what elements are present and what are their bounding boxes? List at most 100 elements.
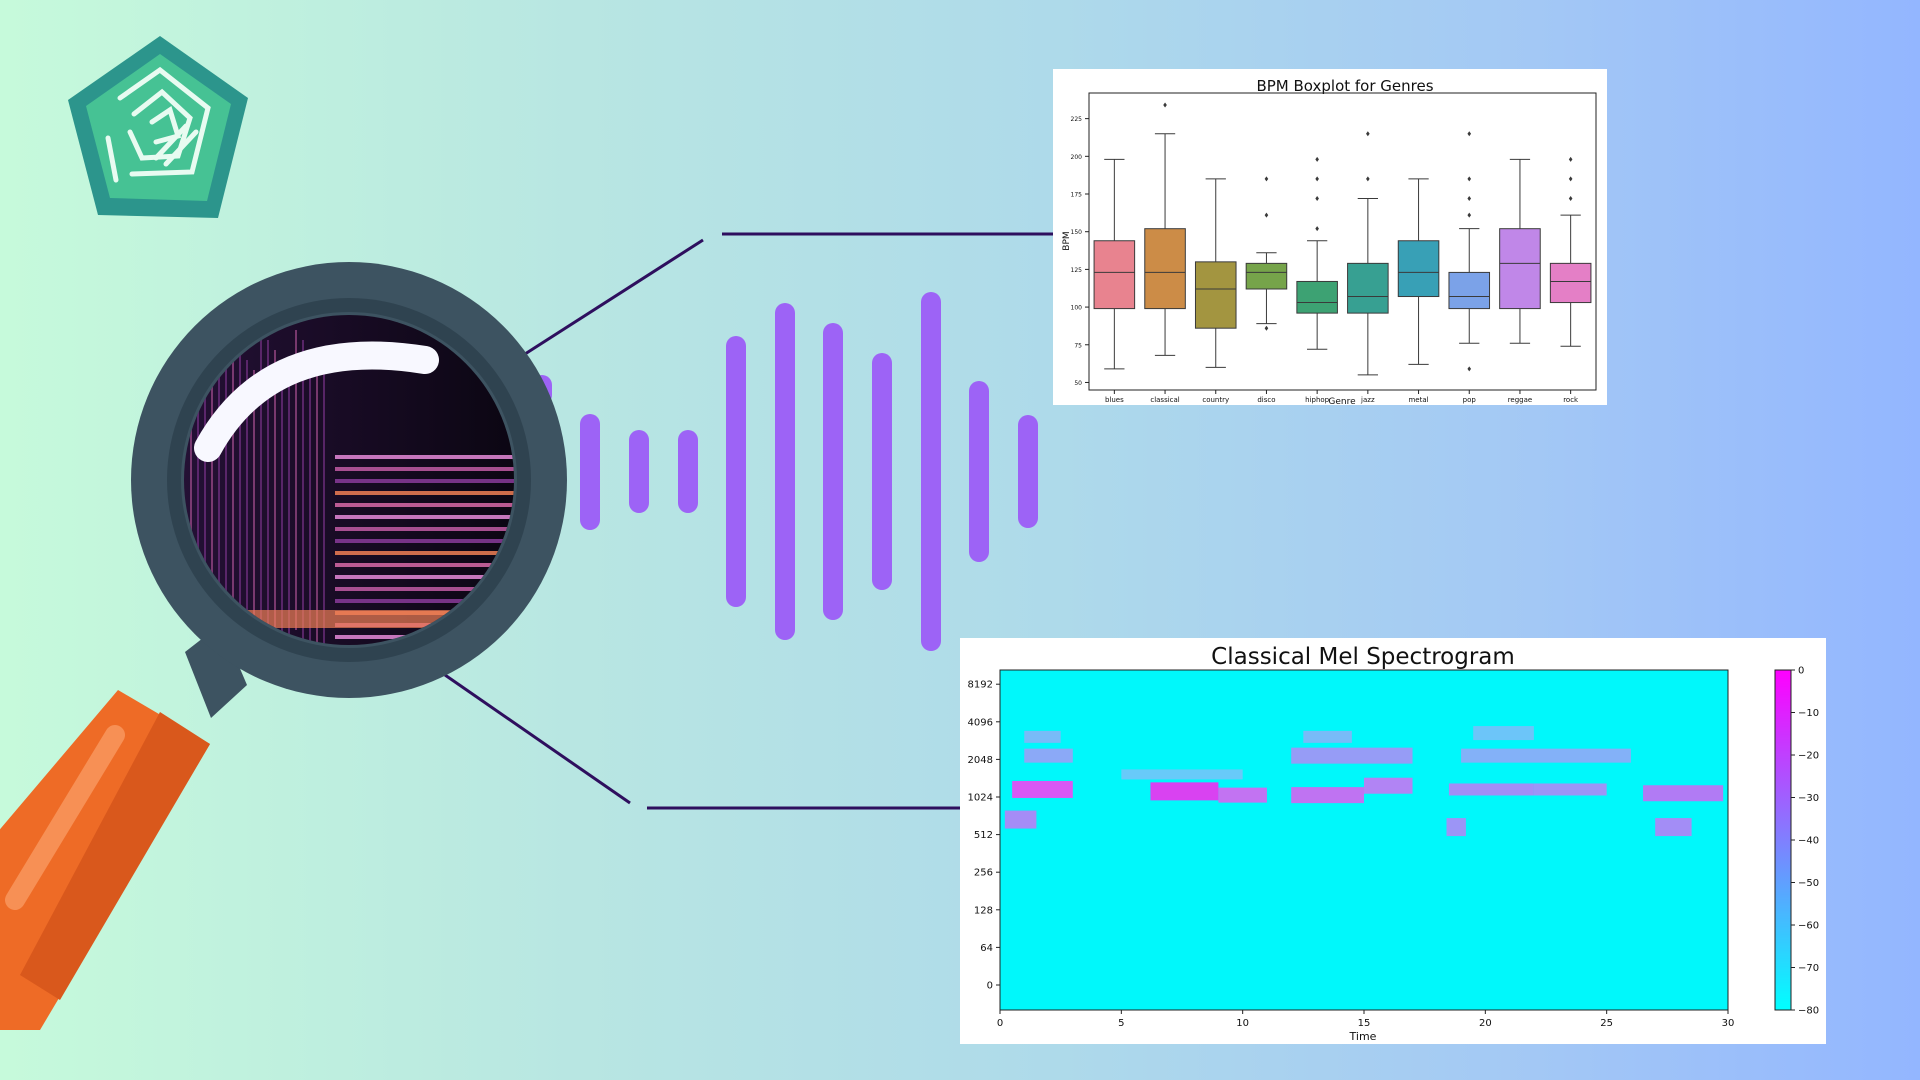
lens-vertical-streak: [232, 340, 234, 640]
y-tick-label: 2048: [968, 755, 993, 766]
y-tick-label: 175: [1071, 192, 1083, 199]
box-hiphop: [1296, 280, 1338, 314]
x-tick-label: rock: [1563, 396, 1579, 404]
y-tick-label: 200: [1071, 154, 1083, 161]
spectrogram-energy-band: [1643, 785, 1724, 802]
x-tick-label: blues: [1105, 396, 1124, 404]
boxplot-chart-panel: BPM Boxplot for Genres Genre BPM 50 75 100…: [1053, 69, 1607, 407]
spectrogram-energy-band: [1533, 783, 1607, 796]
box-metal: [1397, 240, 1440, 298]
box-rock: [1549, 262, 1592, 304]
x-tick-label: pop: [1463, 396, 1477, 404]
lens-vertical-streak: [197, 340, 199, 640]
magnifying-glass-icon: [0, 262, 567, 1030]
box-outlier: [1315, 196, 1319, 202]
spectrogram-energy-band: [1461, 748, 1631, 763]
x-tick-label: metal: [1408, 396, 1428, 404]
box-outlier: [1366, 131, 1370, 137]
lens-vertical-streak: [323, 370, 325, 645]
lens-harmonic-band: [335, 515, 514, 519]
colorbar-tick-label: −50: [1798, 878, 1819, 889]
boxplot-xlabel: Genre: [1328, 397, 1356, 405]
box-outlier: [1467, 196, 1472, 202]
colorbar-tick-label: −40: [1798, 836, 1819, 847]
lens-harmonic-band: [335, 575, 514, 579]
box-disco: [1245, 262, 1288, 290]
spectrogram-energy-regions: [1004, 726, 1724, 837]
y-tick-label: 128: [974, 905, 993, 916]
spectrogram-energy-band: [1303, 730, 1352, 743]
sound-wave-icon: [532, 292, 1038, 651]
y-tick-label: 75: [1074, 342, 1082, 349]
colorbar-tick-label: −70: [1798, 963, 1819, 974]
connector-lines: [444, 232, 1053, 810]
lens-vertical-streak: [211, 360, 213, 645]
colorbar-tick-label: −60: [1798, 921, 1819, 932]
box-outlier: [1568, 196, 1573, 202]
x-tick-label: 15: [1358, 1018, 1371, 1029]
boxplot-title: BPM Boxplot for Genres: [1256, 77, 1433, 95]
spectrogram-energy-band: [1655, 818, 1692, 837]
lens-spectrogram-art: [190, 330, 514, 645]
box-country: [1194, 261, 1237, 329]
lens-harmonic-band: [335, 491, 514, 495]
colorbar-tick-label: −80: [1798, 1006, 1819, 1017]
lens-harmonic-band: [335, 551, 514, 555]
lens-vertical-streak: [218, 370, 220, 645]
box-blues: [1093, 240, 1136, 310]
spectrogram-xlabel: Time: [1349, 1030, 1377, 1043]
lens-harmonic-band: [335, 599, 514, 603]
boxplot-ylabel: BPM: [1062, 231, 1072, 250]
x-tick-label: classical: [1150, 396, 1179, 404]
hexagon-maze-logo-icon: [68, 36, 248, 218]
lens-vertical-streak: [239, 350, 241, 645]
lens-vertical-streak: [246, 360, 248, 645]
boxplot-chart: BPM Boxplot for Genres Genre BPM 50 75 100…: [1062, 77, 1597, 407]
boxplot-axes-frame: [1088, 92, 1597, 391]
y-tick-label: 100: [1071, 305, 1083, 312]
x-tick-label: jazz: [1360, 396, 1375, 404]
spectrogram-energy-band: [1024, 730, 1061, 743]
spectrogram-title: Classical Mel Spectrogram: [1211, 644, 1515, 670]
lens-vertical-streak: [274, 350, 276, 645]
spectrogram-energy-band: [1024, 748, 1073, 763]
lens-vertical-streak: [295, 330, 297, 630]
colorbar-tick-label: −30: [1798, 793, 1819, 804]
spectrogram-colorbar: [1774, 669, 1792, 1011]
box-outlier: [1467, 176, 1472, 182]
lens-harmonic-band: [335, 527, 514, 531]
colorbar-tick-label: −20: [1798, 751, 1819, 762]
y-tick-label: 150: [1071, 229, 1083, 236]
box-outlier: [1264, 212, 1269, 218]
lens-vertical-streak: [190, 330, 192, 630]
lens-vertical-streak: [267, 340, 269, 640]
box-outlier: [1163, 102, 1167, 108]
lens-vertical-streak: [288, 370, 290, 645]
lens-vertical-streak: [316, 360, 318, 645]
box-outlier: [1568, 176, 1573, 182]
spectrogram-chart-panel: Classical Mel Spectrogram Time 0 5 10 15 20 2…: [960, 638, 1826, 1044]
lens-vertical-streak: [309, 350, 311, 645]
box-outlier: [1315, 176, 1319, 182]
spectrogram-energy-band: [1012, 780, 1073, 798]
y-tick-label: 64: [980, 943, 993, 954]
y-tick-label: 225: [1071, 116, 1083, 123]
lens-vertical-streak: [253, 370, 255, 645]
x-tick-label: country: [1202, 396, 1229, 404]
x-tick-label: 10: [1236, 1018, 1249, 1029]
x-tick-label: hiphop: [1305, 396, 1330, 404]
box-outlier: [1264, 176, 1269, 182]
y-tick-label: 50: [1074, 380, 1082, 387]
spectrogram-energy-band: [1291, 787, 1364, 804]
box-outlier: [1315, 156, 1319, 162]
spectrogram-heatmap-background: [1000, 670, 1728, 1010]
x-tick-label: 30: [1722, 1018, 1735, 1029]
box-reggae: [1499, 228, 1541, 310]
lens-vertical-streak: [204, 350, 206, 645]
spectrogram-energy-band: [1364, 777, 1413, 794]
y-tick-label: 8192: [968, 680, 993, 691]
lens-vertical-streak: [281, 360, 283, 645]
spectrogram-energy-band: [1448, 783, 1534, 796]
connector-line-bottom: [444, 673, 631, 805]
